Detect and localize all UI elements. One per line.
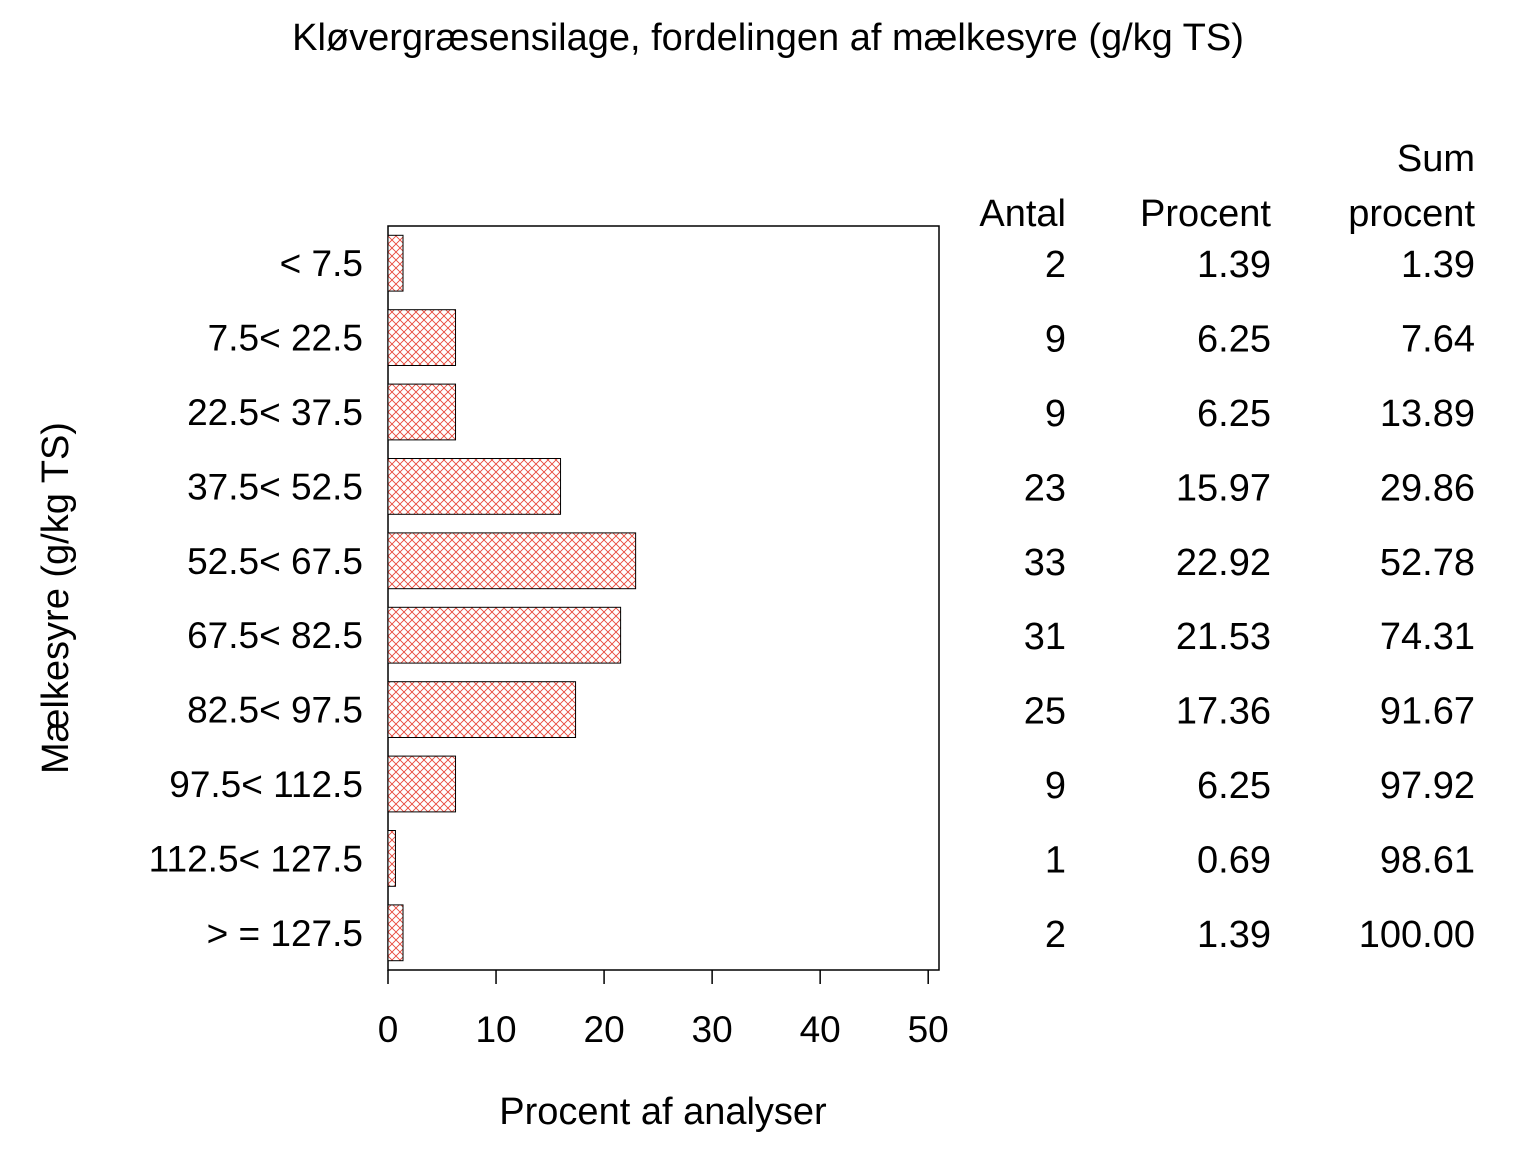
table-cell-count: 2	[1045, 914, 1066, 956]
category-label: 37.5< 52.5	[187, 466, 363, 507]
category-label: > = 127.5	[207, 913, 363, 954]
bar	[387, 532, 637, 590]
bar	[387, 904, 404, 962]
table-cell-count: 2	[1045, 244, 1066, 286]
table-cell-percent: 15.97	[1176, 467, 1271, 509]
table-cell-cumulative: 13.89	[1380, 393, 1475, 435]
frequency-table: 2 1.39 1.39 9 6.25 7.64 9 6.25 13.89 23 15.97 29.86…	[1024, 244, 1475, 956]
table-cell-cumulative: 97.92	[1380, 765, 1475, 807]
table-cell-percent: 17.36	[1176, 691, 1271, 733]
table-cell-percent: 1.39	[1197, 914, 1271, 956]
table-cell-cumulative: 52.78	[1380, 542, 1475, 584]
table-cell-percent: 1.39	[1197, 244, 1271, 286]
bar	[387, 830, 396, 887]
header-count: Antal	[979, 193, 1066, 235]
bar	[387, 234, 404, 292]
category-label: 82.5< 97.5	[187, 690, 363, 731]
category-label: 67.5< 82.5	[187, 615, 363, 656]
y-axis-title: Mælkesyre (g/kg TS)	[35, 422, 77, 774]
frequency-table-header: Antal Procent Sum procent	[979, 138, 1475, 235]
table-cell-count: 33	[1024, 542, 1066, 584]
table-cell-count: 9	[1045, 319, 1066, 361]
table-cell-cumulative: 7.64	[1401, 319, 1475, 361]
header-percent: Procent	[1140, 193, 1271, 235]
header-cumulative-line1: Sum	[1397, 138, 1475, 180]
table-cell-cumulative: 98.61	[1380, 839, 1475, 881]
category-label: < 7.5	[280, 243, 363, 284]
x-tick-label: 50	[908, 1009, 949, 1050]
table-cell-count: 1	[1045, 839, 1066, 881]
category-label: 22.5< 37.5	[187, 392, 363, 433]
category-label: 112.5< 127.5	[149, 838, 363, 879]
table-cell-cumulative: 100.00	[1359, 914, 1475, 956]
table-cell-count: 9	[1045, 765, 1066, 807]
bar	[387, 383, 457, 441]
x-tick-label: 10	[475, 1009, 516, 1050]
bar	[387, 606, 622, 664]
table-cell-percent: 22.92	[1176, 542, 1271, 584]
plot-frame	[387, 225, 940, 971]
bar	[387, 458, 562, 515]
x-axis: 0 10 20 30 40 50	[378, 970, 949, 1050]
table-cell-cumulative: 1.39	[1401, 244, 1475, 286]
category-label: 7.5< 22.5	[208, 318, 363, 359]
table-cell-percent: 6.25	[1197, 393, 1271, 435]
x-tick-label: 20	[584, 1009, 625, 1050]
x-tick-label: 40	[800, 1009, 841, 1050]
table-cell-cumulative: 74.31	[1380, 616, 1475, 658]
category-labels: < 7.5 7.5< 22.5 22.5< 37.5 37.5< 52.5 52.5< …	[149, 243, 363, 954]
table-cell-count: 25	[1024, 691, 1066, 733]
table-cell-percent: 6.25	[1197, 765, 1271, 807]
x-axis-title: Procent af analyser	[499, 1091, 827, 1133]
table-cell-count: 23	[1024, 467, 1066, 509]
x-tick-label: 30	[692, 1009, 733, 1050]
bar	[387, 681, 577, 739]
bar	[387, 755, 457, 813]
chart-title: Kløvergræsensilage, fordelingen af mælke…	[292, 17, 1244, 59]
table-cell-percent: 6.25	[1197, 319, 1271, 361]
header-cumulative-line2: procent	[1348, 193, 1475, 235]
category-label: 52.5< 67.5	[187, 541, 363, 582]
table-cell-cumulative: 29.86	[1380, 467, 1475, 509]
table-cell-cumulative: 91.67	[1380, 691, 1475, 733]
table-cell-count: 31	[1024, 616, 1066, 658]
bars-group	[387, 234, 637, 962]
x-tick-label: 0	[378, 1009, 399, 1050]
table-cell-percent: 21.53	[1176, 616, 1271, 658]
table-cell-percent: 0.69	[1197, 839, 1271, 881]
bar	[387, 309, 457, 367]
table-cell-count: 9	[1045, 393, 1066, 435]
category-label: 97.5< 112.5	[169, 764, 363, 805]
